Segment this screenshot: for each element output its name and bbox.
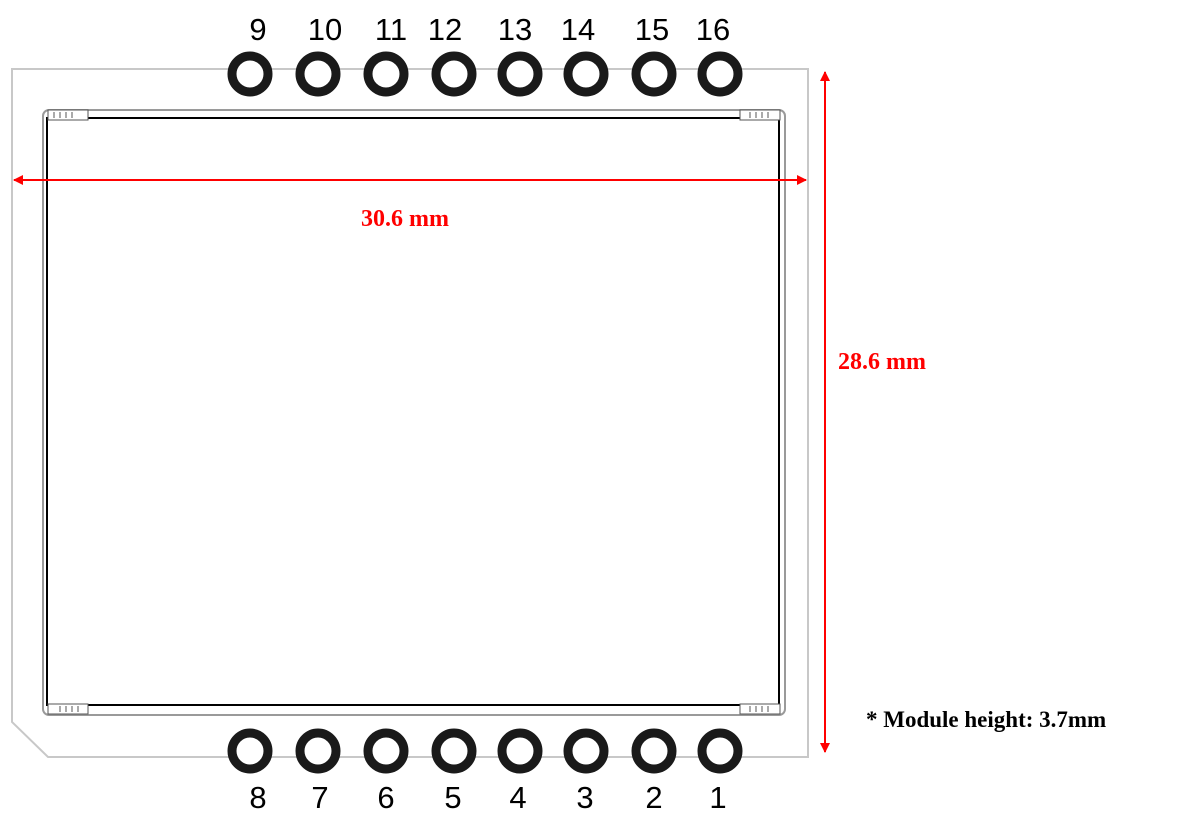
pin-label-10: 10: [308, 12, 342, 47]
pin-pad-7: [295, 728, 341, 774]
pin-label-13: 13: [498, 12, 532, 47]
pin-label-11: 11: [375, 12, 407, 47]
pin-label-7: 7: [311, 780, 328, 815]
pin-label-9: 9: [249, 12, 266, 47]
pin-label-6: 6: [377, 780, 394, 815]
pin-label-1: 1: [709, 780, 726, 815]
pin-pad-15: [631, 51, 677, 97]
bottom-pin-pads: [227, 728, 743, 774]
pin-label-3: 3: [576, 780, 593, 815]
pin-label-14: 14: [561, 12, 595, 47]
corner-tab-top-right: [739, 109, 781, 121]
pin-pad-16: [697, 51, 743, 97]
pin-pad-10: [295, 51, 341, 97]
corner-tab-top-left: [47, 109, 89, 121]
pin-pad-2: [631, 728, 677, 774]
pin-label-8: 8: [249, 780, 266, 815]
pin-pad-11: [363, 51, 409, 97]
pin-pad-5: [431, 728, 477, 774]
top-pin-labels: 9 10 11 12 13 14 15 16: [249, 12, 730, 47]
pin-pad-8: [227, 728, 273, 774]
pin-pad-13: [497, 51, 543, 97]
pin-pad-1: [697, 728, 743, 774]
pin-pad-4: [497, 728, 543, 774]
pin-pad-14: [563, 51, 609, 97]
pin-pad-9: [227, 51, 273, 97]
pin-pad-6: [363, 728, 409, 774]
bottom-pin-labels: 8 7 6 5 4 3 2 1: [249, 780, 726, 815]
corner-tab-bottom-left: [47, 703, 89, 715]
width-dimension-label: 30.6 mm: [361, 206, 449, 232]
pin-label-2: 2: [645, 780, 662, 815]
pin-label-5: 5: [444, 780, 461, 815]
pin-pad-12: [431, 51, 477, 97]
pin-label-12: 12: [428, 12, 462, 47]
module-height-note: * Module height: 3.7mm: [866, 707, 1106, 732]
top-pin-pads: [227, 51, 743, 97]
height-dimension-label: 28.6 mm: [838, 349, 926, 375]
pin-label-15: 15: [635, 12, 669, 47]
corner-tab-bottom-right: [739, 703, 781, 715]
display-area: [46, 117, 780, 706]
pin-label-4: 4: [509, 780, 526, 815]
pin-label-16: 16: [696, 12, 730, 47]
pin-pad-3: [563, 728, 609, 774]
